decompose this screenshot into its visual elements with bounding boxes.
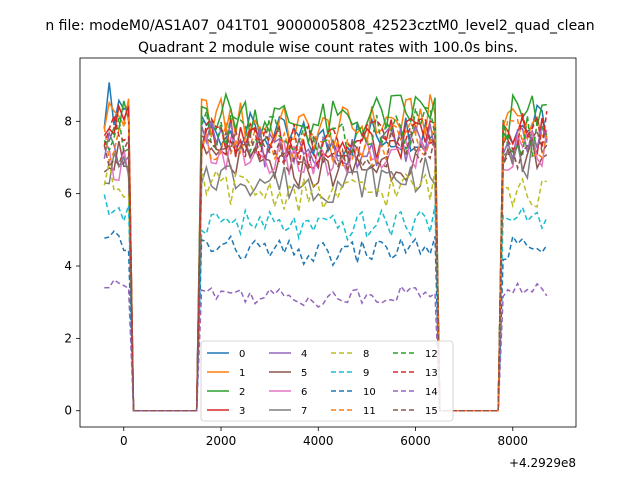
- y-tick-label: 8: [64, 114, 72, 128]
- legend-label: 9: [363, 368, 369, 379]
- x-offset-label: +4.2929e8: [509, 456, 576, 470]
- y-tick-label: 4: [64, 259, 72, 273]
- y-tick-label: 0: [64, 404, 72, 418]
- plot-area: [103, 82, 548, 412]
- x-tick-label: 8000: [498, 434, 529, 448]
- x-tick-label: 2000: [206, 434, 237, 448]
- legend-label: 1: [239, 368, 245, 379]
- x-tick-label: 4000: [303, 434, 334, 448]
- legend-label: 7: [301, 406, 307, 417]
- legend-label: 8: [363, 349, 369, 360]
- series-line-13: [103, 111, 548, 412]
- x-tick-label: 6000: [400, 434, 431, 448]
- series-line-15: [103, 128, 548, 412]
- legend-label: 13: [425, 368, 438, 379]
- legend-label: 10: [363, 387, 376, 398]
- series-line-12: [103, 106, 548, 412]
- legend-label: 6: [301, 387, 307, 398]
- legend-label: 15: [425, 406, 438, 417]
- legend-label: 4: [301, 349, 307, 360]
- legend-label: 14: [425, 387, 438, 398]
- legend-label: 0: [239, 349, 245, 360]
- legend-label: 2: [239, 387, 245, 398]
- x-tick-label: 0: [120, 434, 128, 448]
- axes-ticks: 0 2000 4000 6000 8000 0 2 4 6 8: [64, 114, 528, 448]
- chart-suptitle: n file: modeM0/AS1A07_041T01_9000005808_…: [45, 18, 594, 34]
- legend-label: 5: [301, 368, 307, 379]
- legend-label: 12: [425, 349, 438, 360]
- y-tick-label: 6: [64, 187, 72, 201]
- legend-label: 11: [363, 406, 376, 417]
- y-tick-label: 2: [64, 331, 72, 345]
- chart-title: Quadrant 2 module wise count rates with …: [138, 40, 518, 56]
- legend-label: 3: [239, 406, 245, 417]
- legend-box: [200, 340, 454, 422]
- axes-frame: [79, 57, 577, 428]
